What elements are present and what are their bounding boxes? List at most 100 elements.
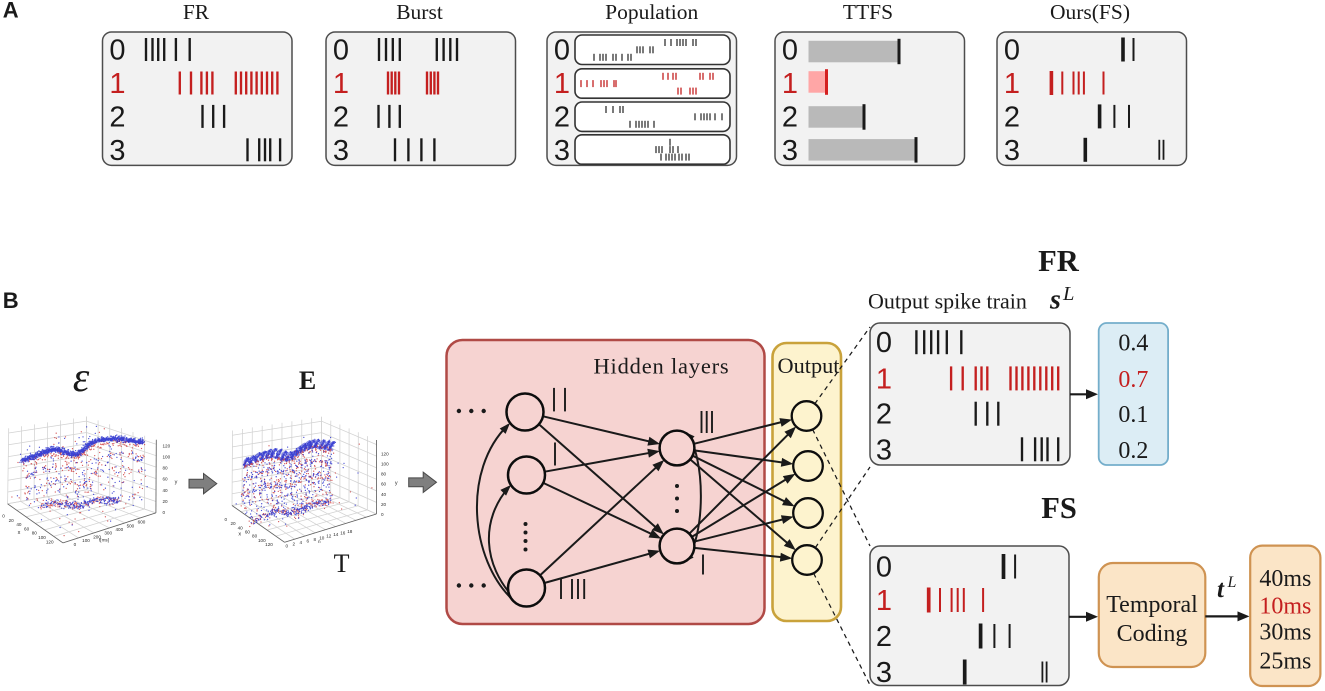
svg-text:80: 80 <box>252 534 258 539</box>
svg-text:x: x <box>18 530 21 536</box>
svg-text:Output spike train: Output spike train <box>868 289 1027 314</box>
svg-text:Population: Population <box>605 0 698 24</box>
svg-text:30ms: 30ms <box>1259 620 1311 646</box>
svg-text:3: 3 <box>876 657 892 689</box>
svg-text:0: 0 <box>109 35 125 67</box>
svg-text:0: 0 <box>74 542 77 547</box>
svg-text:80: 80 <box>163 466 169 471</box>
svg-text:0: 0 <box>782 35 798 67</box>
svg-text:40ms: 40ms <box>1259 566 1311 592</box>
svg-text:3: 3 <box>109 135 125 167</box>
svg-text:120: 120 <box>265 542 273 547</box>
svg-text:40: 40 <box>163 488 169 493</box>
svg-text:L: L <box>1227 574 1237 591</box>
svg-text:E: E <box>299 366 316 395</box>
svg-text:x: x <box>238 532 241 538</box>
svg-text:3: 3 <box>876 434 892 466</box>
svg-text:100: 100 <box>381 462 389 467</box>
svg-text:2: 2 <box>293 542 296 547</box>
svg-text:1: 1 <box>876 585 892 617</box>
svg-text:2: 2 <box>554 101 570 133</box>
svg-text:20: 20 <box>9 518 15 523</box>
svg-text:T: T <box>334 549 350 578</box>
svg-text:300: 300 <box>104 531 112 536</box>
svg-text:20: 20 <box>230 521 236 526</box>
svg-text:1: 1 <box>109 68 125 100</box>
svg-text:100: 100 <box>258 538 266 543</box>
svg-text:100: 100 <box>163 455 171 460</box>
svg-text:0: 0 <box>286 543 289 548</box>
svg-text:600: 600 <box>138 520 146 525</box>
svg-text:0: 0 <box>876 552 892 584</box>
svg-text:500: 500 <box>127 523 135 528</box>
svg-text:0: 0 <box>225 517 228 522</box>
svg-text:t[ms]: t[ms] <box>99 538 109 543</box>
svg-text:1: 1 <box>782 68 798 100</box>
svg-text:0: 0 <box>1004 35 1020 67</box>
svg-text:100: 100 <box>82 538 90 543</box>
svg-text:400: 400 <box>115 527 123 532</box>
svg-text:20: 20 <box>381 502 387 507</box>
svg-text:2: 2 <box>1004 101 1020 133</box>
svg-text:ε: ε <box>73 355 90 401</box>
svg-text:n: n <box>318 539 321 544</box>
svg-text:L: L <box>1062 283 1074 305</box>
svg-text:40: 40 <box>16 522 22 527</box>
svg-text:200: 200 <box>93 534 101 539</box>
svg-text:2: 2 <box>876 399 892 431</box>
svg-text:Temporal: Temporal <box>1106 592 1198 618</box>
svg-text:8: 8 <box>314 537 317 542</box>
svg-text:6: 6 <box>307 539 310 544</box>
svg-text:Hidden layers: Hidden layers <box>594 354 730 379</box>
svg-text:0.1: 0.1 <box>1118 402 1148 428</box>
svg-text:TTFS: TTFS <box>843 0 893 24</box>
svg-text:B: B <box>3 288 19 313</box>
svg-text:FR: FR <box>1038 244 1080 278</box>
svg-text:0: 0 <box>333 35 349 67</box>
svg-text:20: 20 <box>163 499 169 504</box>
svg-text:0: 0 <box>554 35 570 67</box>
svg-text:Output: Output <box>778 353 841 378</box>
svg-text:80: 80 <box>381 472 387 477</box>
svg-text:16: 16 <box>340 531 346 536</box>
svg-text:2: 2 <box>333 101 349 133</box>
svg-text:60: 60 <box>24 526 30 531</box>
svg-text:100: 100 <box>38 535 46 540</box>
svg-text:1: 1 <box>554 68 570 100</box>
svg-text:2: 2 <box>782 101 798 133</box>
svg-text:120: 120 <box>163 443 171 448</box>
svg-text:12: 12 <box>326 534 332 539</box>
svg-text:3: 3 <box>1004 135 1020 167</box>
svg-text:y: y <box>395 481 398 487</box>
svg-text:3: 3 <box>554 135 570 167</box>
svg-text:0.2: 0.2 <box>1118 438 1148 464</box>
svg-text:18: 18 <box>347 529 353 534</box>
svg-text:1: 1 <box>1004 68 1020 100</box>
svg-text:10: 10 <box>319 535 325 540</box>
svg-text:A: A <box>3 0 19 23</box>
svg-text:t: t <box>1217 576 1225 603</box>
svg-text:0: 0 <box>381 512 384 517</box>
svg-text:3: 3 <box>333 135 349 167</box>
svg-text:0: 0 <box>876 327 892 359</box>
svg-text:Burst: Burst <box>396 0 443 24</box>
svg-text:25ms: 25ms <box>1259 649 1311 675</box>
svg-text:60: 60 <box>381 482 387 487</box>
svg-text:14: 14 <box>333 532 339 537</box>
svg-text:s: s <box>1049 285 1061 316</box>
svg-text:0: 0 <box>163 510 166 515</box>
svg-text:60: 60 <box>245 530 251 535</box>
svg-text:40: 40 <box>381 492 387 497</box>
svg-text:60: 60 <box>163 477 169 482</box>
svg-text:120: 120 <box>46 539 54 544</box>
svg-text:1: 1 <box>876 363 892 395</box>
svg-text:Coding: Coding <box>1117 621 1188 647</box>
svg-text:80: 80 <box>32 531 38 536</box>
svg-text:120: 120 <box>381 451 389 456</box>
svg-text:0: 0 <box>2 514 5 519</box>
svg-text:2: 2 <box>109 101 125 133</box>
svg-text:1: 1 <box>333 68 349 100</box>
svg-text:3: 3 <box>782 135 798 167</box>
svg-text:40: 40 <box>238 525 244 530</box>
svg-text:FR: FR <box>183 0 210 24</box>
